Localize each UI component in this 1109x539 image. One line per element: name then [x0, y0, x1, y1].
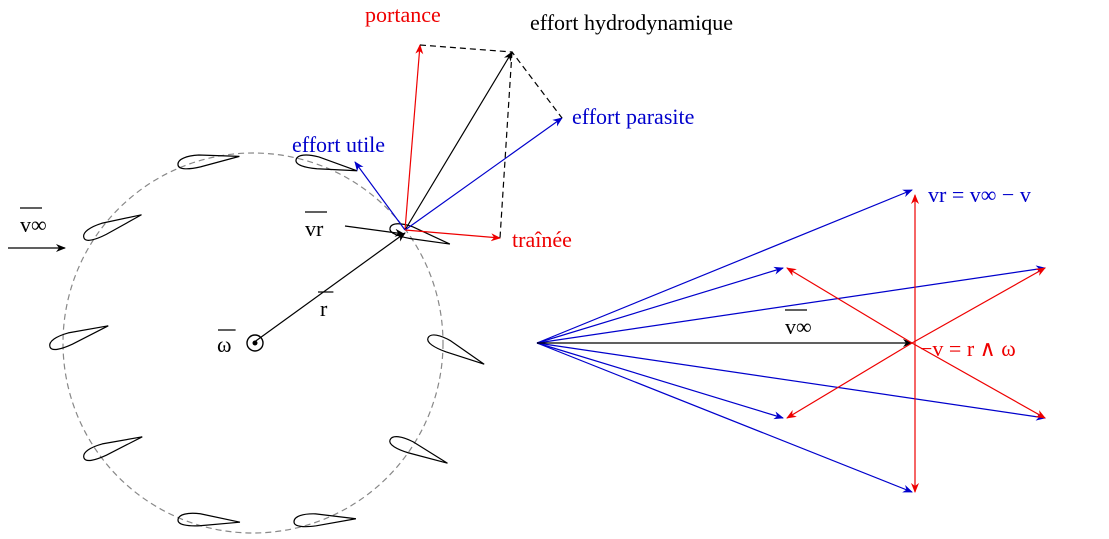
relation-v-label: −v = r ∧ ω: [920, 336, 1016, 361]
hydro-label: effort hydrodynamique: [530, 10, 733, 35]
rotor: [8, 44, 563, 534]
relation-vr-label: vr = v∞ − v: [928, 182, 1031, 207]
v-r-label: vr: [305, 216, 324, 241]
vector-overlines: [19, 207, 808, 331]
velocity-triangle: [536, 189, 1046, 493]
r-label: r: [320, 296, 328, 321]
omega-label: ω: [217, 332, 231, 357]
v-inf-right-label: v∞: [785, 314, 812, 339]
v-inf-left-label: v∞: [20, 212, 47, 237]
drag-label: traînée: [512, 227, 572, 252]
lift-label: portance: [365, 2, 441, 27]
parasite-label: effort parasite: [572, 104, 694, 129]
useful-label: effort utile: [292, 132, 385, 157]
